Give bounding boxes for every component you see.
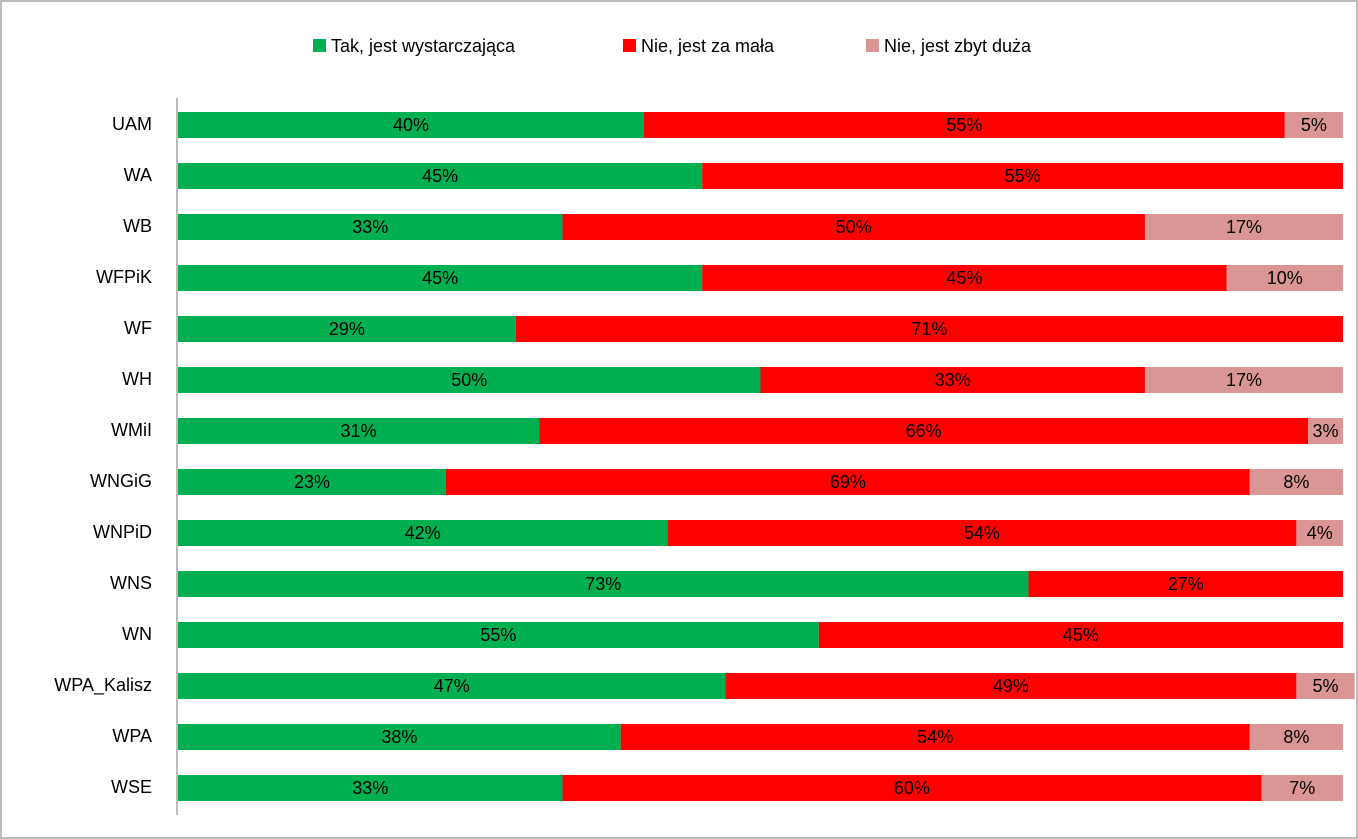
data-label: 17% — [1226, 217, 1262, 237]
bar-segment — [1296, 520, 1343, 546]
bar-segment — [1144, 367, 1343, 393]
data-label: 38% — [381, 727, 417, 747]
bar-segment — [178, 112, 644, 138]
data-label: 69% — [830, 472, 866, 492]
data-label: 54% — [964, 523, 1000, 543]
data-label: 5% — [1301, 115, 1327, 135]
legend-label: Nie, jest zbyt duża — [884, 36, 1032, 56]
bar-segment — [539, 418, 1309, 444]
data-label: 27% — [1168, 574, 1204, 594]
category-label: WA — [124, 165, 152, 185]
data-label: 23% — [294, 472, 330, 492]
bar-segment — [667, 520, 1297, 546]
bar-segment — [515, 316, 1343, 342]
bar-segment — [1249, 724, 1343, 750]
data-label: 8% — [1283, 727, 1309, 747]
bar-segment — [178, 316, 516, 342]
bar-segment — [1284, 112, 1343, 138]
category-label: WPA_Kalisz — [54, 675, 152, 696]
data-label: 40% — [393, 115, 429, 135]
data-label: 45% — [422, 166, 458, 186]
bar-segment — [178, 367, 761, 393]
bar-segment — [178, 469, 446, 495]
bar-segment — [702, 265, 1227, 291]
data-label: 8% — [1283, 472, 1309, 492]
bar-segment — [1308, 418, 1343, 444]
data-label: 42% — [405, 523, 441, 543]
legend-swatch — [623, 39, 636, 52]
bar-segment — [760, 367, 1145, 393]
category-label: WNPiD — [93, 522, 152, 542]
bar-segment — [178, 520, 668, 546]
category-label: WF — [124, 318, 152, 338]
data-label: 3% — [1313, 421, 1339, 441]
data-label: 66% — [906, 421, 942, 441]
bar-segment — [1144, 214, 1343, 240]
data-label: 55% — [946, 115, 982, 135]
data-label: 71% — [911, 319, 947, 339]
data-label: 31% — [341, 421, 377, 441]
data-label: 29% — [329, 319, 365, 339]
data-label: 73% — [585, 574, 621, 594]
bar-segment — [1226, 265, 1343, 291]
category-label: UAM — [112, 114, 152, 134]
bar-segment — [562, 214, 1145, 240]
data-label: 33% — [352, 217, 388, 237]
data-label: 33% — [352, 778, 388, 798]
data-label: 4% — [1307, 523, 1333, 543]
bar-segment — [620, 724, 1250, 750]
bar-segment — [178, 775, 563, 801]
bar-segment — [178, 571, 1029, 597]
data-label: 60% — [894, 778, 930, 798]
bar-segment — [178, 673, 726, 699]
data-label: 55% — [480, 625, 516, 645]
bar-segment — [178, 163, 703, 189]
bar-segment — [1296, 673, 1355, 699]
data-label: 17% — [1226, 370, 1262, 390]
data-label: 54% — [917, 727, 953, 747]
data-label: 55% — [1005, 166, 1041, 186]
category-label: WFPiK — [96, 267, 152, 287]
bar-segment — [1249, 469, 1343, 495]
data-label: 47% — [434, 676, 470, 696]
legend-swatch — [866, 39, 879, 52]
bar-segment — [178, 265, 703, 291]
data-label: 45% — [422, 268, 458, 288]
legend-label: Nie, jest za mała — [641, 36, 775, 56]
bar-segment — [178, 214, 563, 240]
category-label: WSE — [111, 777, 152, 797]
category-label: WPA — [112, 726, 152, 746]
data-label: 49% — [993, 676, 1029, 696]
bar-segment — [725, 673, 1297, 699]
category-label: WB — [123, 216, 152, 236]
data-label: 7% — [1289, 778, 1315, 798]
bar-segment — [178, 622, 819, 648]
bar-segment — [644, 112, 1285, 138]
data-label: 50% — [451, 370, 487, 390]
legend-label: Tak, jest wystarczająca — [331, 36, 516, 56]
data-label: 50% — [836, 217, 872, 237]
category-label: WH — [122, 369, 152, 389]
category-label: WMiI — [111, 420, 152, 440]
category-label: WNGiG — [90, 471, 152, 491]
bar-segment — [1261, 775, 1343, 801]
data-label: 45% — [946, 268, 982, 288]
bar-segment — [1028, 571, 1343, 597]
category-label: WNS — [110, 573, 152, 593]
data-label: 10% — [1267, 268, 1303, 288]
data-label: 45% — [1063, 625, 1099, 645]
bar-segment — [562, 775, 1262, 801]
bar-segment — [445, 469, 1250, 495]
data-label: 33% — [935, 370, 971, 390]
bar-segment — [178, 724, 621, 750]
bar-segment — [702, 163, 1343, 189]
legend-swatch — [313, 39, 326, 52]
category-label: WN — [122, 624, 152, 644]
bar-segment — [178, 418, 540, 444]
bar-segment — [818, 622, 1343, 648]
data-label: 5% — [1313, 676, 1339, 696]
